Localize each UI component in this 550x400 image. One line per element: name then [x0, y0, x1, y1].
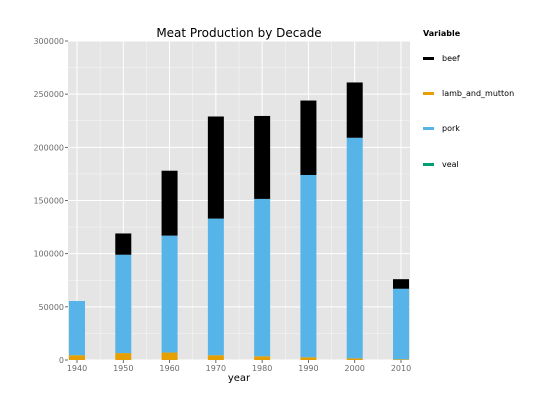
bars [69, 82, 409, 360]
y-tick-label: 50000 [39, 303, 64, 312]
bar-beef-2000 [346, 82, 363, 138]
x-tick-label: 1980 [252, 364, 272, 373]
bar-lamb_and_mutton-1970 [207, 355, 224, 360]
y-tick-label: 150000 [33, 197, 64, 206]
bar-beef-1950 [115, 233, 132, 255]
legend-swatch-pork [423, 127, 434, 130]
y-tick-label: 200000 [33, 143, 64, 152]
bar-lamb_and_mutton-2000 [346, 358, 363, 360]
legend-label-pork: pork [442, 124, 460, 133]
bar-pork-2000 [346, 137, 363, 359]
x-tick-label: 2000 [345, 364, 365, 373]
bar-beef-1960 [161, 170, 178, 236]
legend-swatch-lamb_and_mutton [423, 92, 434, 95]
x-axis-ticks: 1940 1950 1960 1970 1980 1990 2000 2010 [67, 360, 411, 373]
bar-lamb_and_mutton-1950 [115, 353, 132, 360]
bar-lamb_and_mutton-1980 [254, 356, 271, 360]
bar-lamb_and_mutton-1990 [300, 357, 317, 360]
x-tick-label: 1990 [298, 364, 318, 373]
legend-label-beef: beef [442, 54, 460, 63]
y-axis-ticks: 0 50000 100000 150000 200000 250000 300000 [33, 37, 68, 365]
bar-beef-1990 [300, 100, 317, 175]
y-tick-label: 100000 [33, 250, 64, 259]
bar-beef-1980 [254, 115, 271, 199]
bar-pork-2010 [393, 288, 409, 360]
legend-label-veal: veal [442, 160, 459, 169]
bar-pork-1980 [254, 198, 271, 357]
x-tick-label: 2010 [391, 364, 411, 373]
bar-pork-1940 [69, 300, 85, 356]
x-tick-label: 1940 [67, 364, 87, 373]
y-tick-label: 300000 [33, 37, 64, 46]
y-tick-label: 0 [59, 356, 64, 365]
bar-pork-1970 [207, 218, 224, 356]
x-axis-label: year [228, 373, 251, 384]
legend-label-lamb_and_mutton: lamb_and_mutton [442, 89, 514, 98]
x-tick-label: 1970 [206, 364, 226, 373]
bar-pork-1990 [300, 174, 317, 358]
bar-lamb_and_mutton-1940 [69, 355, 85, 360]
bar-beef-1970 [207, 116, 224, 219]
bar-lamb_and_mutton-1960 [161, 352, 178, 360]
legend-title: Variable [423, 29, 461, 38]
legend-swatch-veal [423, 163, 434, 166]
x-tick-label: 1960 [159, 364, 179, 373]
bar-beef-2010 [393, 279, 409, 289]
chart-title: Meat Production by Decade [156, 26, 321, 40]
bar-lamb_and_mutton-2010 [393, 359, 409, 360]
x-tick-label: 1950 [113, 364, 133, 373]
bar-pork-1950 [115, 254, 132, 354]
legend-swatch-beef [423, 57, 434, 60]
y-tick-label: 250000 [33, 90, 64, 99]
bar-pork-1960 [161, 235, 178, 353]
